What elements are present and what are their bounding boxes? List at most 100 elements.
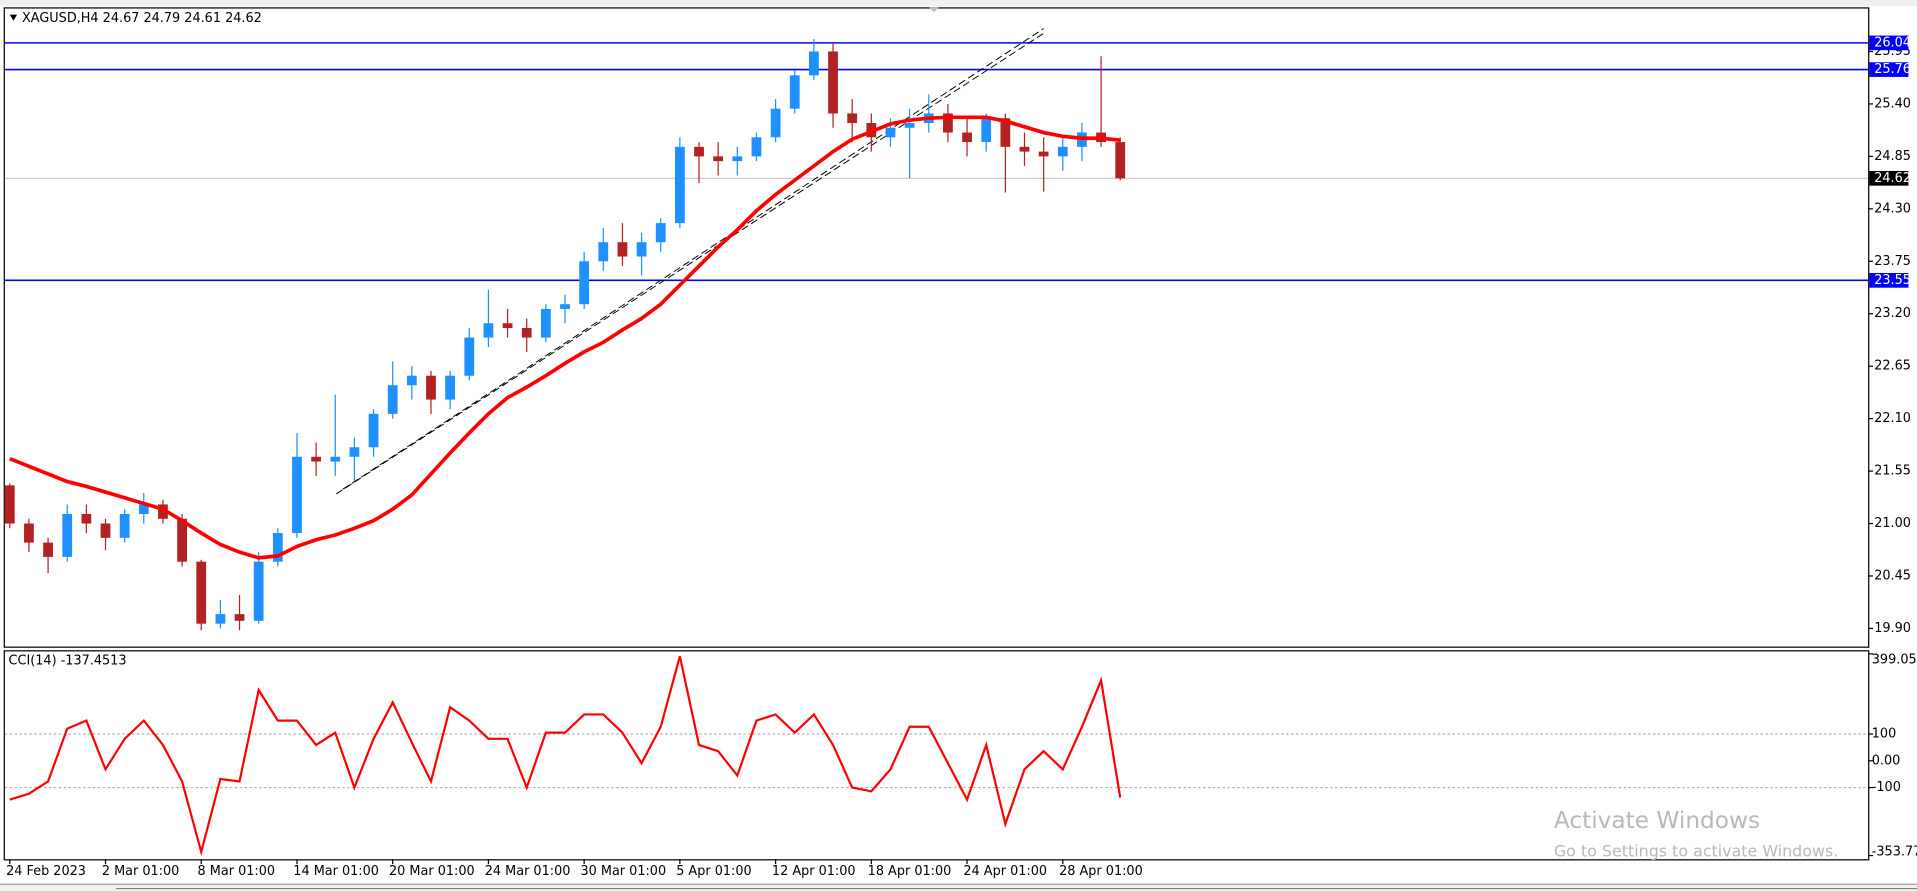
y-tick-label: 21.55 xyxy=(1874,464,1911,479)
y-tick-label: 399.059 xyxy=(1872,653,1917,668)
candle-body xyxy=(732,156,743,162)
candle-body xyxy=(81,513,92,524)
y-tick-label: 100 xyxy=(1872,727,1897,742)
x-tick-label: 18 Apr 01:00 xyxy=(868,864,952,879)
candle-body xyxy=(502,323,513,329)
trendline xyxy=(342,28,1044,490)
candle-body xyxy=(674,146,685,224)
y-tick-label: 23.20 xyxy=(1874,306,1911,321)
trendline xyxy=(335,32,1044,495)
horizontal-line-label: 26.04 xyxy=(1874,35,1911,50)
candle-body xyxy=(617,242,628,257)
watermark-title: Activate Windows xyxy=(1554,807,1760,834)
candle-body xyxy=(789,75,800,109)
cci-pane xyxy=(3,650,1870,861)
candle-body xyxy=(349,447,360,457)
candle-body xyxy=(655,223,666,243)
candle-body xyxy=(1019,146,1030,152)
candle-body xyxy=(828,51,838,114)
tab-strip xyxy=(0,883,1917,891)
candle-body xyxy=(272,533,283,562)
x-tick-label: 2 Mar 01:00 xyxy=(102,864,180,879)
current-price-label: 24.62 xyxy=(1874,171,1911,186)
candle-body xyxy=(483,323,494,338)
candle-body xyxy=(177,518,187,562)
candle-body xyxy=(809,51,819,76)
candle-body xyxy=(713,156,724,162)
candle-body xyxy=(694,146,704,157)
y-tick-label: 0.00 xyxy=(1872,753,1901,768)
y-tick-label: 24.85 xyxy=(1874,149,1911,164)
candle-body xyxy=(847,113,858,123)
x-tick-label: 24 Feb 2023 xyxy=(6,864,86,879)
x-tick-label: 24 Apr 01:00 xyxy=(963,864,1047,879)
candle-body xyxy=(43,542,53,557)
shift-marker xyxy=(929,7,939,13)
candle-body xyxy=(540,308,551,338)
candle-body xyxy=(579,261,590,305)
menu-arrow[interactable] xyxy=(9,14,18,21)
moving-average xyxy=(9,115,1121,560)
candle-body xyxy=(196,561,207,624)
candle-body xyxy=(962,132,972,143)
candle-body xyxy=(445,375,456,400)
y-tick-label: -100 xyxy=(1872,780,1901,795)
candle-body xyxy=(885,127,896,138)
candle-body xyxy=(4,485,15,524)
candle-body xyxy=(598,242,609,262)
candle-body xyxy=(406,375,417,386)
candle-body xyxy=(100,523,111,538)
watermark-subtitle: Go to Settings to activate Windows. xyxy=(1554,841,1838,860)
top-strip xyxy=(0,0,1917,7)
horizontal-line-box xyxy=(1869,35,1909,51)
cci-line xyxy=(9,656,1122,857)
candle-body xyxy=(560,304,570,309)
y-tick-label: 22.10 xyxy=(1874,411,1911,426)
candle-body xyxy=(253,561,264,621)
candle-body xyxy=(904,122,915,128)
x-tick-label: 5 Apr 01:00 xyxy=(676,864,751,879)
cci-title: CCI(14) -137.4513 xyxy=(9,654,127,669)
horizontal-line-box xyxy=(1869,273,1909,288)
y-tick-label: 21.00 xyxy=(1874,516,1911,531)
candle-body xyxy=(292,456,302,534)
y-tick-label: 20.45 xyxy=(1874,568,1911,583)
candle-body xyxy=(636,242,647,257)
candle-body xyxy=(368,413,379,448)
x-tick-label: 20 Mar 01:00 xyxy=(389,864,475,879)
x-tick-label: 8 Mar 01:00 xyxy=(198,864,276,879)
y-tick-label: -353.774 xyxy=(1872,844,1917,859)
candle-body xyxy=(234,614,245,621)
candle-body xyxy=(24,523,34,543)
candle-body xyxy=(981,118,992,143)
horizontal-line-box xyxy=(1869,62,1909,77)
x-tick-label: 14 Mar 01:00 xyxy=(293,864,379,879)
horizontal-line-label: 25.76 xyxy=(1874,62,1911,77)
x-tick-label: 12 Apr 01:00 xyxy=(772,864,856,879)
y-tick-label: 19.90 xyxy=(1874,621,1911,636)
horizontal-line-label: 23.55 xyxy=(1874,273,1911,288)
candle-body xyxy=(751,137,762,157)
candle-body xyxy=(464,337,475,376)
candle-body xyxy=(119,513,130,538)
x-tick-label: 30 Mar 01:00 xyxy=(580,864,666,879)
y-tick-label: 25.40 xyxy=(1874,96,1911,111)
candle-body xyxy=(387,385,398,414)
x-tick-label: 24 Mar 01:00 xyxy=(485,864,571,879)
x-tick-label: 28 Apr 01:00 xyxy=(1059,864,1143,879)
price-plot xyxy=(4,28,1869,631)
candle-body xyxy=(330,456,341,462)
candle-body xyxy=(311,456,321,462)
candle-body xyxy=(1038,151,1049,157)
candle-body xyxy=(158,504,168,519)
current-price-box xyxy=(1869,170,1909,186)
candle-body xyxy=(215,614,226,624)
candle-body xyxy=(62,513,73,557)
y-tick-label: 24.30 xyxy=(1874,201,1911,216)
candle-body xyxy=(770,108,781,138)
candle-body xyxy=(138,504,149,514)
y-tick-label: 22.65 xyxy=(1874,359,1911,374)
candle-body xyxy=(943,113,953,133)
